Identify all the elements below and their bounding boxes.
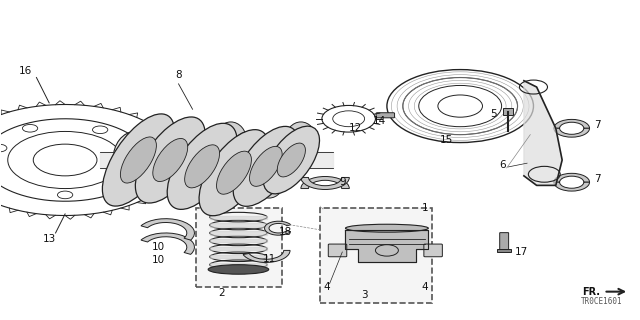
FancyBboxPatch shape [497,249,511,252]
Ellipse shape [199,130,269,216]
FancyBboxPatch shape [424,244,442,257]
Ellipse shape [208,265,269,274]
FancyBboxPatch shape [503,108,513,115]
FancyBboxPatch shape [328,244,347,257]
Ellipse shape [253,160,285,198]
FancyBboxPatch shape [320,208,431,303]
Text: 13: 13 [42,234,56,244]
Text: FR.: FR. [582,287,600,297]
Text: 4: 4 [422,282,428,292]
Ellipse shape [138,122,170,160]
Ellipse shape [259,132,304,188]
Text: 9: 9 [339,177,346,188]
Text: 12: 12 [348,124,362,133]
Text: 18: 18 [278,227,292,236]
Ellipse shape [185,145,220,188]
Ellipse shape [136,117,205,203]
Wedge shape [301,177,349,188]
Text: 7: 7 [594,174,600,184]
Ellipse shape [233,126,298,206]
Ellipse shape [277,143,305,177]
Wedge shape [554,182,589,191]
Text: 14: 14 [372,116,386,125]
Text: 2: 2 [218,288,225,298]
Wedge shape [301,178,349,189]
Wedge shape [264,221,291,235]
FancyBboxPatch shape [500,233,509,251]
Ellipse shape [216,151,252,194]
Ellipse shape [228,132,272,188]
Ellipse shape [102,114,174,206]
Text: 11: 11 [262,253,276,263]
Ellipse shape [346,224,428,232]
Text: 5: 5 [490,109,497,119]
Ellipse shape [189,132,234,188]
Ellipse shape [215,122,246,160]
Text: 3: 3 [362,290,368,300]
Text: TR0CE1601: TR0CE1601 [581,297,623,306]
Ellipse shape [250,146,282,186]
Ellipse shape [153,139,188,181]
Text: 17: 17 [515,247,527,257]
Ellipse shape [151,132,196,188]
Polygon shape [524,81,562,185]
Ellipse shape [113,132,157,188]
Wedge shape [243,251,290,262]
Ellipse shape [263,126,319,194]
Wedge shape [141,219,195,240]
Ellipse shape [120,137,156,183]
Text: 16: 16 [19,66,32,76]
Wedge shape [141,233,195,254]
Text: 10: 10 [152,243,164,252]
Text: 15: 15 [440,134,452,145]
Ellipse shape [167,123,237,209]
FancyBboxPatch shape [196,208,282,287]
Wedge shape [554,119,589,128]
Text: 4: 4 [323,282,330,292]
Text: 7: 7 [594,120,600,130]
Text: 6: 6 [500,160,506,170]
Text: 1: 1 [422,203,428,213]
Text: 8: 8 [175,69,182,80]
FancyBboxPatch shape [376,113,394,118]
Wedge shape [554,173,589,182]
Ellipse shape [177,160,209,198]
Wedge shape [554,128,589,137]
Text: 10: 10 [152,255,164,265]
Ellipse shape [285,122,317,160]
Polygon shape [346,230,428,261]
